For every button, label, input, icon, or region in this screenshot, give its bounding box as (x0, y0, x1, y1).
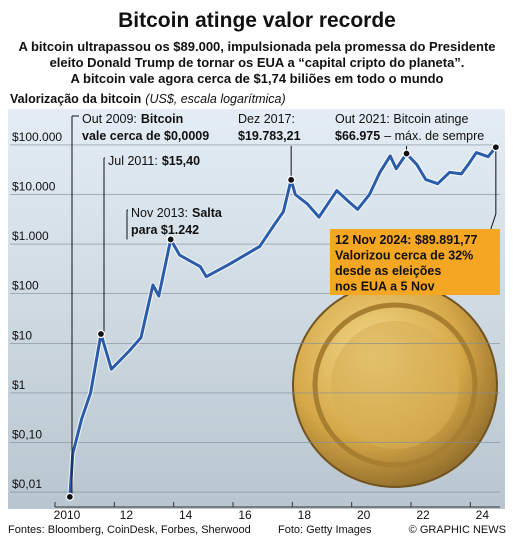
x-tick-label: 20 (357, 508, 371, 522)
annotation: Jul 2011: $15,40 (108, 154, 200, 168)
x-tick-label: 12 (120, 508, 134, 522)
annotation: vale cerca de $0,0009 (82, 129, 209, 143)
y-tick-label: $1.000 (12, 229, 49, 243)
annotation-bold: Bitcoin (141, 112, 183, 126)
annotation: Dez 2017: (238, 112, 295, 126)
y-tick-label: $10.000 (12, 180, 56, 194)
annotation: $19.783,21 (238, 129, 301, 143)
annotation-bold: $19.783,21 (238, 129, 301, 143)
annotation-normal: Out 2021: Bitcoin atinge (335, 112, 468, 126)
annotation-bold: $66.975 (335, 129, 380, 143)
y-label: Valorização da bitcoin (10, 92, 141, 106)
point-marker (65, 492, 74, 501)
annotation-bold: para $1.242 (131, 223, 199, 237)
point-marker (96, 329, 106, 339)
subtitle: eleito Donald Trump de tornar os EUA a “… (50, 55, 465, 70)
y-tick-label: $0,01 (12, 477, 42, 491)
photo (292, 282, 498, 488)
highlight-text: desde as eleições (335, 264, 441, 278)
highlight-text: 12 Nov 2024: $89.891,77 (335, 233, 478, 247)
annotation-bold: vale cerca de $0,0009 (82, 129, 209, 143)
title: Bitcoin atinge valor recorde (118, 9, 396, 32)
annotation-normal: – máx. de sempre (384, 129, 484, 143)
annotation: para $1.242 (131, 223, 199, 237)
annotation-normal: Dez 2017: (238, 112, 295, 126)
photo-credit: Foto: Getty Images (278, 524, 372, 536)
credit: © GRAPHIC NEWS (409, 524, 506, 536)
point-marker (166, 235, 175, 244)
x-tick-label: 16 (238, 508, 252, 522)
y-tick-label: $10 (12, 328, 32, 342)
point-marker (491, 143, 500, 152)
y-axis-label: Valorização da bitcoin (US$, escala logar… (10, 92, 286, 106)
x-tick-label: 18 (298, 508, 312, 522)
annotation: Out 2009: Bitcoin (82, 112, 183, 126)
annotation-normal: Out 2009: (82, 112, 137, 126)
y-tick-label: $1 (12, 378, 26, 392)
x-tick-label: 22 (416, 508, 430, 522)
annotation-normal: Nov 2013: (131, 206, 188, 220)
x-tick-label: 14 (179, 508, 193, 522)
leader-line (489, 147, 497, 233)
point-marker (402, 149, 411, 158)
y-tick-label: $100 (12, 279, 39, 293)
annotation-bold: $15,40 (162, 154, 200, 168)
x-tick-label: 2010 (54, 508, 81, 522)
annotation-normal: Jul 2011: (108, 154, 158, 168)
sources: Fontes: Bloomberg, CoinDesk, Forbes, She… (8, 524, 251, 536)
annotation: $66.975 – máx. de sempre (335, 129, 484, 143)
x-tick-label: 24 (476, 508, 490, 522)
y-label-note: (US$, escala logarítmica) (145, 92, 285, 106)
y-tick-label: $100.000 (12, 130, 62, 144)
y-tick-label: $0,10 (12, 427, 42, 441)
plot: $0,01 $0,10 $1 $10 $100 $1.000 $10.000 $100.000… (10, 112, 500, 522)
price-line (68, 146, 497, 498)
subtitle: A bitcoin ultrapassou os $89.000, impuls… (18, 39, 495, 54)
annotation: Nov 2013: Salta (131, 206, 223, 220)
annotation: Out 2021: Bitcoin atinge (335, 112, 468, 126)
point-marker (287, 175, 296, 184)
highlight-box (330, 229, 500, 295)
highlight-text: nos EUA a 5 Nov (335, 280, 435, 294)
subtitle: A bitcoin vale agora cerca de $1,74 bili… (70, 71, 443, 86)
annotation-bold: Salta (192, 206, 223, 220)
highlight-text: Valorizou cerca de 32% (335, 249, 473, 263)
